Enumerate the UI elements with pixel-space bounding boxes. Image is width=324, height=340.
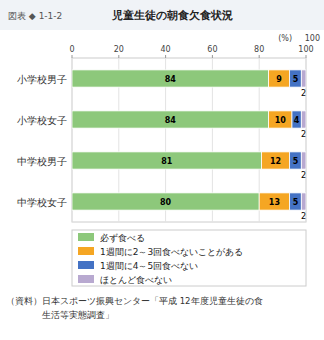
data-label: 12 [270, 157, 281, 166]
data-label: 4 [294, 116, 300, 125]
title: 児童生徒の朝食欠食状況 [111, 9, 233, 22]
data-label: 84 [165, 75, 177, 84]
tick-label: 40 [161, 45, 171, 54]
bar-segment [290, 193, 302, 210]
bar-segment [290, 152, 302, 169]
plot-frame [72, 58, 306, 222]
category-label: 小学校男子 [17, 74, 67, 85]
tick-mark [212, 55, 213, 58]
bar-segment [262, 152, 290, 169]
data-label: 2 [301, 212, 306, 221]
tick-label: 80 [254, 45, 264, 54]
legend-swatch [78, 261, 94, 269]
data-label: 5 [293, 157, 299, 166]
data-label: 5 [293, 75, 299, 84]
legend-swatch [78, 275, 94, 283]
tick-label: 100 [298, 45, 313, 54]
legend-box [72, 230, 306, 286]
data-label: 80 [160, 198, 172, 207]
data-label: 81 [161, 157, 173, 166]
header-bg [0, 0, 324, 30]
data-label: 2 [301, 171, 306, 180]
bar-segment [72, 70, 269, 87]
bar-segment [72, 193, 259, 210]
data-label: 2 [301, 89, 306, 98]
bar-segment [259, 193, 289, 210]
data-label: 9 [276, 75, 282, 84]
axis-label: (%) [278, 34, 292, 43]
annotation: 100 [305, 34, 320, 43]
category-label: 小学校女子 [17, 115, 67, 126]
data-label: 5 [293, 198, 299, 207]
data-label: 13 [269, 198, 280, 207]
note: （資料）日本スポーツ振興センター「平成 12年度児童生徒の食 [6, 296, 263, 306]
bar-segment [301, 111, 306, 128]
tick-mark [165, 55, 166, 58]
tick-mark [72, 55, 73, 58]
bar-segment [269, 70, 290, 87]
legend-label: 1週間に4～5回食べない [100, 261, 198, 271]
tick-mark [306, 55, 307, 58]
data-labels: 84952841042811252801352 [160, 75, 306, 222]
tick-label: 20 [114, 45, 124, 54]
data-label: 84 [165, 116, 177, 125]
subtitle: 図表 ◆ 1-1-2 [8, 11, 62, 21]
bar-segment [301, 193, 306, 210]
data-label: 10 [275, 116, 287, 125]
bar-segment [301, 152, 306, 169]
bar-segment [72, 152, 262, 169]
bar-segment [269, 111, 292, 128]
bars [72, 70, 306, 210]
legend-swatch [78, 247, 94, 255]
category-label: 中学校男子 [17, 156, 67, 167]
tick-label: 0 [69, 45, 74, 54]
bar-segment [290, 70, 302, 87]
bar-segment [301, 70, 306, 87]
bar-segment [72, 111, 269, 128]
note: 生活等実態調査」 [6, 310, 114, 320]
legend-label: ほとんど食べない [100, 275, 172, 285]
tick-mark [118, 55, 119, 58]
legend-label: 1週間に2～3回食べないことがある [100, 247, 243, 257]
legend-label: 必ず食べる [100, 233, 145, 243]
category-label: 中学校女子 [17, 197, 67, 208]
tick-mark [259, 55, 260, 58]
data-label: 2 [301, 130, 306, 139]
legend-swatch [78, 233, 94, 241]
tick-label: 60 [207, 45, 217, 54]
bar-segment [292, 111, 301, 128]
